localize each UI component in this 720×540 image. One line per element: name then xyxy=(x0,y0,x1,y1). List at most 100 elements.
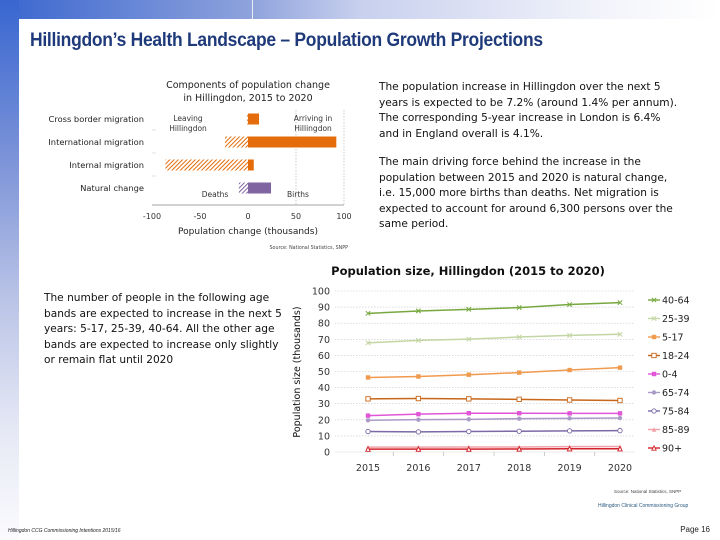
summary-paragraph-age-bands: The number of people in the following ag… xyxy=(44,292,282,367)
chart2-point-marker xyxy=(566,397,573,403)
chart1-source: Source: National Statistics, SNPP xyxy=(269,245,348,251)
chart2-legend-item: 18-24 xyxy=(648,351,690,362)
chart1-bar-inflow xyxy=(248,113,260,125)
chart2-point-marker xyxy=(651,315,657,322)
chart2-legend-item: 40-64 xyxy=(648,296,690,307)
chart2-title: Population size, Hillingdon (2015 to 202… xyxy=(331,264,605,278)
chart2-y-tick-label: 20 xyxy=(318,415,330,426)
chart2-point-marker xyxy=(517,370,522,375)
chart2-point-marker xyxy=(651,371,657,377)
chart2-x-tick-label: 2019 xyxy=(558,463,582,474)
chart2-x-tick-label: 2017 xyxy=(457,463,481,474)
page-number: Page 16 xyxy=(680,525,710,534)
chart2-series-25-39 xyxy=(365,331,623,346)
footer-document-title: Hillingdon CCG Commissioning Intentions … xyxy=(8,528,121,534)
chart2-point-marker xyxy=(517,410,522,416)
chart1-bar-inflow xyxy=(248,182,272,194)
population-size-chart: Population size, Hillingdon (2015 to 202… xyxy=(292,264,690,474)
chart1-annotation-births: Births xyxy=(287,190,309,199)
chart2-legend-item: 0-4 xyxy=(648,370,678,381)
chart2-point-marker xyxy=(651,427,657,432)
chart2-y-axis-label: Population size (thousands) xyxy=(292,306,303,437)
chart2-series-65-74 xyxy=(365,415,623,423)
chart2-y-tick-label: 50 xyxy=(318,367,330,378)
chart1-category-label: Natural change xyxy=(80,183,144,193)
chart2-legend-item: 25-39 xyxy=(648,314,690,325)
chart2-point-marker xyxy=(365,445,371,452)
chart2-point-marker xyxy=(651,334,657,340)
chart1-annotation-arriving-2: Hillingdon xyxy=(294,124,332,133)
chart2-legend-label: 85-89 xyxy=(662,425,690,436)
chart2-series-line xyxy=(367,366,621,379)
chart2-series-line xyxy=(367,429,621,433)
chart2-legend-label: 5-17 xyxy=(662,333,684,344)
chart2-point-marker xyxy=(617,427,623,434)
left-accent-band xyxy=(0,0,19,540)
chart1-title-line2: in Hillingdon, 2015 to 2020 xyxy=(183,93,312,104)
chart2-point-marker xyxy=(465,445,472,452)
chart2-y-tick-label: 40 xyxy=(318,383,330,394)
chart2-series-line xyxy=(367,333,621,344)
chart2-point-marker xyxy=(567,332,573,338)
chart2-legend-label: 0-4 xyxy=(662,370,678,381)
chart2-point-marker xyxy=(651,408,657,414)
chart2-point-marker xyxy=(365,375,371,380)
chart2-y-tick-label: 70 xyxy=(318,335,330,346)
chart2-series-line xyxy=(368,445,621,448)
components-of-change-chart: Components of population change in Hilli… xyxy=(48,80,351,251)
chart1-annotation-leaving-1: Leaving xyxy=(173,114,203,123)
chart2-legend-label: 18-24 xyxy=(662,351,690,362)
header-divider xyxy=(252,0,253,19)
chart2-point-marker xyxy=(617,397,623,404)
chart1-bar-outflow xyxy=(224,136,248,148)
summary-paragraph-growth: The population increase in Hillingdon ov… xyxy=(379,81,678,140)
chart2-point-marker xyxy=(566,445,573,452)
chart1-annotation-deaths: Deaths xyxy=(202,190,229,199)
chart2-point-marker xyxy=(365,413,371,418)
chart1-category-label: Internal migration xyxy=(69,160,144,170)
chart2-series-0-4 xyxy=(365,410,623,418)
chart2-y-tick-label: 10 xyxy=(318,431,330,442)
summary-paragraph-drivers: The main driving force behind the increa… xyxy=(379,156,673,231)
chart2-legend-label: 90+ xyxy=(662,444,682,455)
chart1-x-tick-label: 0 xyxy=(245,212,250,221)
chart2-point-marker xyxy=(416,417,421,422)
slide-title: Hillingdon’s Health Landscape – Populati… xyxy=(30,30,543,51)
chart2-x-tick-label: 2016 xyxy=(406,463,430,474)
chart2-point-marker xyxy=(567,416,572,421)
chart2-series-line xyxy=(367,412,620,417)
chart2-point-marker xyxy=(365,428,371,435)
chart2-x-tick-label: 2018 xyxy=(507,463,531,474)
chart2-point-marker xyxy=(517,416,522,421)
chart2-legend-item: 5-17 xyxy=(648,333,684,344)
chart2-point-marker xyxy=(365,310,371,316)
chart1-bar-inflow xyxy=(248,159,254,171)
footer-organisation: Hillingdon Clinical Commissioning Group xyxy=(598,503,689,509)
chart2-point-marker xyxy=(567,411,572,416)
chart2-y-tick-label: 30 xyxy=(318,399,330,410)
chart2-point-marker xyxy=(566,428,573,434)
chart2-x-tick-label: 2015 xyxy=(356,463,380,474)
chart2-series-line xyxy=(367,397,621,402)
footer-source: Source: National Statistics, SNPP xyxy=(614,489,682,494)
chart2-point-marker xyxy=(516,396,522,403)
chart2-point-marker xyxy=(651,297,657,303)
chart1-annotation-arriving-1: Arriving in xyxy=(294,114,333,123)
chart1-bar-outflow xyxy=(247,113,248,125)
chart2-point-marker xyxy=(466,428,472,435)
chart2-point-marker xyxy=(415,337,421,343)
chart2-point-marker xyxy=(466,372,471,377)
chart2-point-marker xyxy=(516,445,523,452)
chart2-point-marker xyxy=(651,352,657,359)
chart2-point-marker xyxy=(416,411,421,417)
chart2-point-marker xyxy=(416,374,421,379)
chart2-point-marker xyxy=(516,428,522,434)
chart2-point-marker xyxy=(466,306,472,312)
chart2-point-marker xyxy=(617,411,623,416)
chart2-point-marker xyxy=(415,308,421,314)
chart1-x-tick-label: -50 xyxy=(193,212,206,221)
chart2-series-5-17 xyxy=(365,365,623,380)
chart2-point-marker xyxy=(516,334,522,340)
chart1-x-tick-label: 50 xyxy=(291,212,301,221)
chart2-point-marker xyxy=(466,410,471,416)
